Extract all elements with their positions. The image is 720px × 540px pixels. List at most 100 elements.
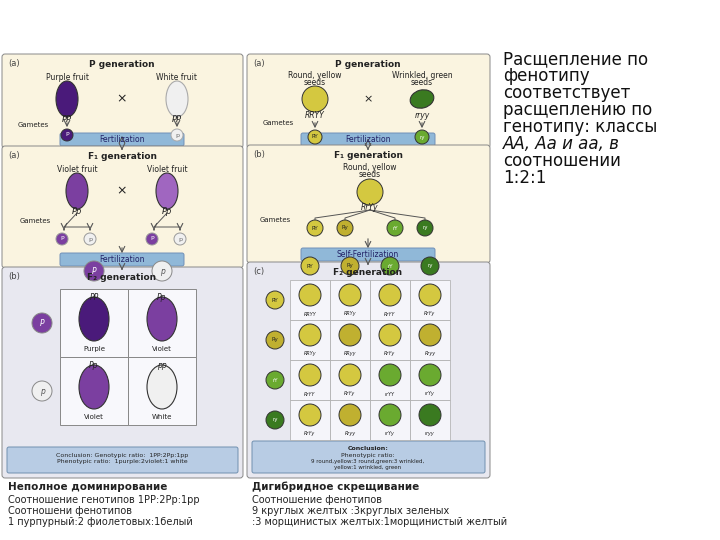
Text: P: P <box>60 237 64 241</box>
FancyBboxPatch shape <box>2 267 243 478</box>
Bar <box>290 360 330 400</box>
Text: 1 пурпурный:2 фиолетовых:1белый: 1 пурпурный:2 фиолетовых:1белый <box>8 517 193 527</box>
Ellipse shape <box>66 173 88 209</box>
Text: Соотношение фенотипов: Соотношение фенотипов <box>252 495 382 505</box>
Text: ry: ry <box>427 264 433 268</box>
Text: p: p <box>175 132 179 138</box>
Text: RY: RY <box>307 264 313 268</box>
Circle shape <box>381 257 399 275</box>
Circle shape <box>419 364 441 386</box>
Text: F₁ generation: F₁ generation <box>88 152 156 161</box>
Circle shape <box>419 284 441 306</box>
Circle shape <box>339 324 361 346</box>
Circle shape <box>266 411 284 429</box>
Bar <box>330 400 370 440</box>
Text: p: p <box>88 237 92 241</box>
Circle shape <box>339 364 361 386</box>
Text: Ry: Ry <box>346 264 354 268</box>
Circle shape <box>421 257 439 275</box>
Circle shape <box>171 129 183 141</box>
Text: расщеплению по: расщеплению по <box>503 101 652 119</box>
Text: Round, yellow: Round, yellow <box>288 71 342 80</box>
Text: Violet fruit: Violet fruit <box>57 165 97 174</box>
Text: Phenotypic ratio:  1purple:2violet:1 white: Phenotypic ratio: 1purple:2violet:1 whit… <box>57 460 187 464</box>
Text: Неполное доминирование: Неполное доминирование <box>8 482 167 492</box>
Circle shape <box>339 404 361 426</box>
Text: rrYy: rrYy <box>385 431 395 436</box>
Text: (a): (a) <box>8 59 19 68</box>
Circle shape <box>84 233 96 245</box>
Text: соотношении: соотношении <box>503 152 621 170</box>
Text: Pp: Pp <box>89 361 99 369</box>
Ellipse shape <box>56 81 78 117</box>
FancyBboxPatch shape <box>247 54 490 148</box>
Circle shape <box>308 130 322 144</box>
Text: RRyy: RRyy <box>343 352 356 356</box>
Bar <box>410 360 450 400</box>
Text: seeds: seeds <box>411 78 433 87</box>
Ellipse shape <box>147 297 177 341</box>
Text: Round, yellow: Round, yellow <box>343 163 397 172</box>
Text: АА, Аа и аа, в: АА, Аа и аа, в <box>503 135 620 153</box>
Text: Conclusion: Genotypic ratio:  1PP:2Pp:1pp: Conclusion: Genotypic ratio: 1PP:2Pp:1pp <box>56 453 188 457</box>
Text: RrYY: RrYY <box>305 392 315 396</box>
Circle shape <box>266 371 284 389</box>
Text: Fertilization: Fertilization <box>99 135 145 144</box>
Bar <box>330 320 370 360</box>
Text: Pp: Pp <box>162 207 172 217</box>
Bar <box>290 400 330 440</box>
Circle shape <box>146 233 158 245</box>
Text: p: p <box>40 387 45 395</box>
Text: RrYy: RrYy <box>384 352 395 356</box>
Text: White: White <box>152 414 172 420</box>
Text: Phenotypic ratio:: Phenotypic ratio: <box>341 454 395 458</box>
Text: p: p <box>160 267 164 275</box>
Text: F₂ generation: F₂ generation <box>87 273 156 282</box>
Text: PP: PP <box>89 293 99 301</box>
Text: rryy: rryy <box>415 111 430 119</box>
Circle shape <box>299 324 321 346</box>
Text: PP: PP <box>62 114 72 124</box>
FancyBboxPatch shape <box>2 146 243 268</box>
Bar <box>410 400 450 440</box>
Text: P generation: P generation <box>89 60 155 69</box>
FancyBboxPatch shape <box>247 145 490 263</box>
Text: Расщепление по: Расщепление по <box>503 50 648 68</box>
Circle shape <box>307 220 323 236</box>
Text: Gametes: Gametes <box>262 120 294 126</box>
Circle shape <box>419 404 441 426</box>
Text: Conclusion:: Conclusion: <box>348 447 388 451</box>
Ellipse shape <box>166 81 188 117</box>
Text: :3 морщинистых желтых:1морщинистый желтый: :3 морщинистых желтых:1морщинистый желты… <box>252 517 507 527</box>
Text: Self-Fertilization: Self-Fertilization <box>337 250 399 259</box>
Circle shape <box>56 233 68 245</box>
Text: RY: RY <box>312 226 318 231</box>
Bar <box>370 280 410 320</box>
Circle shape <box>266 291 284 309</box>
Ellipse shape <box>79 365 109 409</box>
Text: RrYy: RrYy <box>305 431 315 436</box>
Text: RrYy: RrYy <box>424 312 436 316</box>
Text: RRYy: RRYy <box>304 352 316 356</box>
Circle shape <box>379 364 401 386</box>
Circle shape <box>419 324 441 346</box>
FancyBboxPatch shape <box>60 133 184 146</box>
Text: seeds: seeds <box>359 170 381 179</box>
Text: генотипу: классы: генотипу: классы <box>503 118 657 136</box>
Text: фенотипу: фенотипу <box>503 67 590 85</box>
Circle shape <box>152 261 172 281</box>
Text: соответствует: соответствует <box>503 84 631 102</box>
Text: pp: pp <box>157 361 167 369</box>
Bar <box>290 280 330 320</box>
Text: RrYy: RrYy <box>361 204 379 213</box>
Text: PP: PP <box>172 114 182 124</box>
FancyBboxPatch shape <box>301 133 435 146</box>
Text: P generation: P generation <box>336 60 401 69</box>
Text: rrYy: rrYy <box>425 392 435 396</box>
Text: Gametes: Gametes <box>19 218 50 224</box>
Text: 9 круглых желтых :3круглых зеленых: 9 круглых желтых :3круглых зеленых <box>252 506 449 516</box>
Text: rryy: rryy <box>425 431 435 436</box>
Text: Violet: Violet <box>84 414 104 420</box>
Circle shape <box>379 404 401 426</box>
Text: F₁ generation: F₁ generation <box>333 151 402 160</box>
